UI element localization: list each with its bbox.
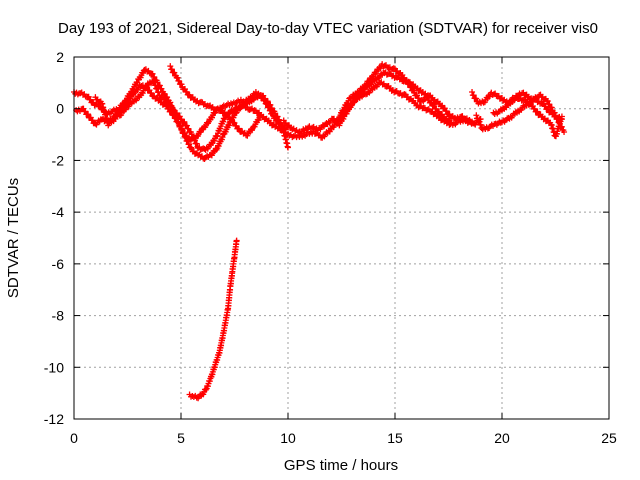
data-point bbox=[168, 66, 175, 73]
data-point bbox=[406, 81, 413, 88]
series-track-k bbox=[186, 237, 240, 402]
y-tick-label: -4 bbox=[52, 204, 65, 220]
y-tick-label: -10 bbox=[44, 359, 64, 375]
data-point bbox=[264, 98, 271, 105]
x-axis-label: GPS time / hours bbox=[284, 457, 398, 474]
data-point bbox=[473, 95, 480, 102]
data-point bbox=[470, 92, 477, 99]
data-point bbox=[233, 237, 240, 244]
data-point bbox=[213, 133, 220, 140]
data-point bbox=[257, 113, 264, 120]
data-point bbox=[256, 114, 263, 121]
series-track-j bbox=[490, 94, 565, 140]
data-point bbox=[172, 115, 179, 122]
y-tick-label: 2 bbox=[56, 49, 64, 65]
data-point bbox=[149, 70, 156, 77]
data-point bbox=[447, 121, 454, 128]
x-tick-label: 10 bbox=[280, 430, 296, 446]
data-point bbox=[171, 69, 178, 76]
y-tick-label: 0 bbox=[56, 101, 64, 117]
data-point bbox=[558, 113, 565, 120]
data-point bbox=[272, 110, 279, 117]
data-point bbox=[178, 81, 185, 88]
data-point bbox=[546, 101, 553, 108]
data-point bbox=[274, 113, 281, 120]
chart-title: Day 193 of 2021, Sidereal Day-to-day VTE… bbox=[58, 20, 598, 37]
data-point bbox=[167, 63, 174, 70]
data-point bbox=[443, 108, 450, 115]
y-tick-label: -2 bbox=[52, 152, 65, 168]
data-point bbox=[236, 125, 243, 132]
x-tick-label: 5 bbox=[177, 430, 185, 446]
data-point bbox=[202, 386, 209, 393]
data-point bbox=[161, 90, 168, 97]
data-point bbox=[176, 77, 183, 84]
data-point bbox=[534, 108, 541, 115]
x-tick-label: 25 bbox=[601, 430, 617, 446]
series-track-d bbox=[167, 63, 264, 139]
axis-ticks bbox=[73, 56, 610, 420]
data-point bbox=[561, 128, 568, 135]
data-point bbox=[181, 118, 188, 125]
data-point bbox=[403, 77, 410, 84]
data-point bbox=[285, 144, 291, 151]
x-tick-label: 20 bbox=[494, 430, 510, 446]
data-point bbox=[469, 118, 476, 125]
data-point bbox=[467, 119, 474, 126]
data-point bbox=[232, 110, 239, 117]
y-axis-label: SDTVAR / TECUs bbox=[5, 178, 22, 298]
series-track-c bbox=[92, 82, 291, 163]
data-point bbox=[171, 112, 178, 119]
y-tick-label: -6 bbox=[52, 256, 65, 272]
data-point bbox=[436, 108, 443, 115]
data-point bbox=[276, 116, 283, 123]
data-point bbox=[408, 84, 415, 91]
data-point bbox=[548, 104, 555, 111]
data-point bbox=[267, 101, 274, 108]
plot-frame bbox=[73, 56, 610, 420]
y-tick-label: -8 bbox=[52, 308, 65, 324]
data-point bbox=[85, 111, 92, 118]
x-tick-label: 15 bbox=[387, 430, 403, 446]
data-point bbox=[183, 122, 190, 129]
series-track-f bbox=[285, 61, 476, 141]
data-point bbox=[544, 98, 551, 105]
data-point bbox=[185, 125, 192, 132]
data-point bbox=[415, 95, 422, 102]
y-tick-label: -12 bbox=[44, 411, 64, 427]
data-point bbox=[469, 89, 476, 95]
data-point bbox=[446, 121, 453, 128]
x-axis-tick-labels: 0 5 10 15 20 25 bbox=[70, 430, 617, 446]
y-axis-tick-labels: -12 -10 -8 -6 -4 -2 0 2 bbox=[44, 49, 64, 427]
data-point bbox=[168, 108, 175, 115]
data-point bbox=[148, 89, 155, 96]
data-point bbox=[428, 99, 435, 106]
series-track-g bbox=[338, 79, 454, 128]
x-tick-label: 0 bbox=[70, 430, 78, 446]
data-point bbox=[174, 74, 181, 81]
data-point bbox=[268, 105, 275, 112]
series-track-i bbox=[473, 91, 568, 135]
